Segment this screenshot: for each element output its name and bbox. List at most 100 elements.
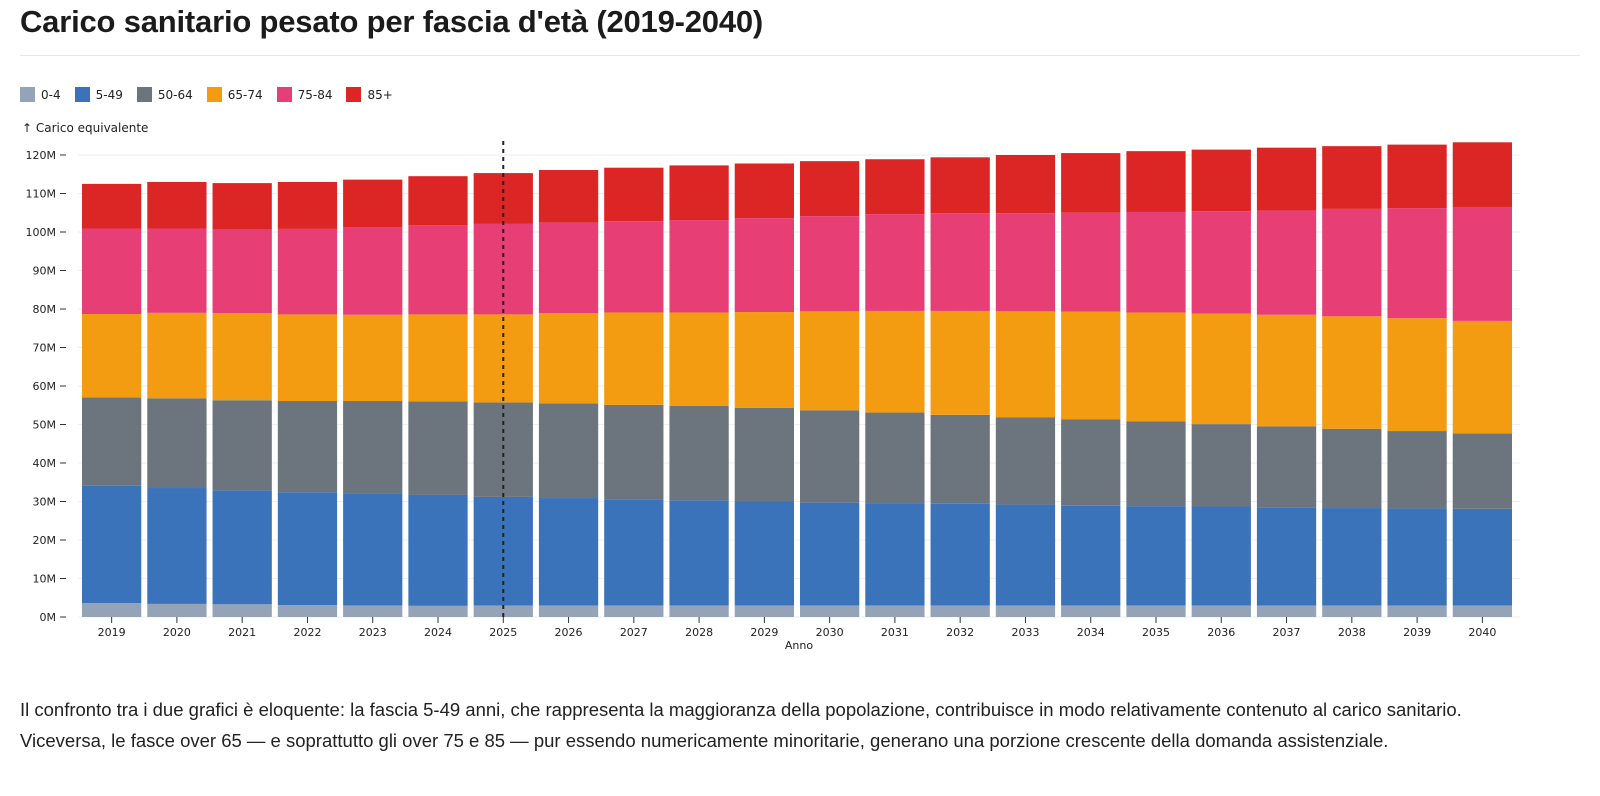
bar-segment-50-64-2032	[930, 414, 990, 504]
bar-segment-85+-2040	[1452, 142, 1512, 207]
bar-segment-5-49-2035	[1126, 506, 1186, 606]
bar-segment-0-4-2021	[212, 604, 272, 617]
bar-segment-5-49-2031	[865, 503, 925, 606]
bar-segment-0-4-2034	[1061, 605, 1121, 617]
legend-swatch	[20, 87, 35, 102]
bar-segment-50-64-2030	[800, 410, 860, 503]
bar-segment-65-74-2028	[669, 312, 729, 407]
bar-segment-0-4-2020	[147, 603, 207, 617]
bar-segment-85+-2029	[734, 163, 794, 219]
x-tick-label: 2028	[685, 626, 713, 639]
bar-segment-85+-2019	[82, 183, 142, 229]
bar-segment-50-64-2037	[1256, 426, 1317, 508]
bar-segment-75-84-2022	[277, 228, 338, 315]
bar-segment-85+-2030	[800, 161, 860, 217]
bar-segment-75-84-2026	[538, 222, 599, 314]
bar-segment-50-64-2035	[1126, 421, 1186, 507]
bar-segment-75-84-2019	[82, 228, 142, 315]
bar-segment-75-84-2038	[1322, 208, 1382, 317]
x-tick-label: 2037	[1273, 626, 1301, 639]
bar-segment-85+-2021	[212, 183, 272, 230]
bar-segment-85+-2033	[995, 155, 1056, 214]
bar-segment-5-49-2033	[995, 504, 1056, 606]
legend-item-65-74: 65-74	[206, 87, 263, 102]
bar-segment-75-84-2031	[865, 214, 925, 311]
x-tick-label: 2023	[359, 626, 387, 639]
description-line-1: Il confronto tra i due grafici è eloquen…	[20, 699, 1462, 720]
x-tick-label: 2040	[1468, 626, 1496, 639]
bar-segment-0-4-2040	[1452, 605, 1512, 617]
bar-segment-65-74-2040	[1452, 320, 1512, 434]
bar-segment-50-64-2025	[473, 402, 533, 497]
bar-segment-65-74-2037	[1256, 314, 1317, 427]
bar-segment-65-74-2031	[865, 310, 925, 413]
legend-label: 0-4	[41, 87, 61, 102]
legend-item-0-4: 0-4	[20, 87, 61, 102]
bar-segment-0-4-2038	[1322, 605, 1382, 617]
bar-segment-75-84-2040	[1452, 206, 1512, 321]
bar-segment-65-74-2027	[604, 312, 664, 405]
bar-segment-0-4-2032	[930, 605, 990, 617]
bar-segment-75-84-2033	[995, 213, 1056, 312]
bar-segment-5-49-2021	[212, 490, 272, 605]
x-tick-label: 2022	[293, 626, 321, 639]
bar-segment-65-74-2038	[1322, 316, 1382, 429]
bar-segment-0-4-2022	[277, 605, 338, 617]
bar-segment-85+-2026	[538, 170, 599, 223]
bar-segment-5-49-2039	[1387, 508, 1447, 606]
bar-segment-0-4-2039	[1387, 605, 1447, 617]
legend-label: 65-74	[227, 87, 263, 102]
bar-segment-5-49-2032	[930, 503, 990, 606]
legend-label: 5-49	[95, 87, 123, 102]
bar-segment-65-74-2026	[538, 313, 599, 404]
bar-segment-65-74-2019	[82, 314, 142, 398]
bar-segment-50-64-2029	[734, 407, 794, 502]
bar-segment-0-4-2036	[1191, 605, 1251, 617]
y-tick-label: 120M	[26, 149, 57, 162]
bar-segment-0-4-2027	[604, 605, 664, 617]
bar-segment-75-84-2028	[669, 220, 729, 313]
bar-segment-75-84-2030	[800, 216, 860, 312]
bar-segment-65-74-2033	[995, 311, 1056, 418]
legend-item-85+: 85+	[346, 87, 393, 102]
bar-segment-50-64-2023	[343, 401, 403, 494]
bar-segment-85+-2031	[865, 159, 925, 215]
x-tick-label: 2032	[946, 626, 974, 639]
bar-segment-85+-2024	[408, 176, 468, 226]
x-tick-label: 2029	[750, 626, 778, 639]
bar-segment-75-84-2024	[408, 225, 468, 315]
bar-segment-0-4-2031	[865, 605, 925, 617]
bar-segment-50-64-2038	[1322, 428, 1382, 509]
bar-segment-5-49-2038	[1322, 508, 1382, 606]
x-tick-label: 2035	[1142, 626, 1170, 639]
x-tick-label: 2019	[98, 626, 126, 639]
bar-segment-50-64-2034	[1061, 419, 1121, 506]
bar-segment-5-49-2036	[1191, 506, 1251, 606]
description: Il confronto tra i due grafici è eloquen…	[20, 694, 1590, 756]
legend-label: 50-64	[157, 87, 193, 102]
bar-segment-85+-2020	[147, 181, 207, 229]
x-tick-label: 2038	[1338, 626, 1366, 639]
bar-segment-65-74-2020	[147, 312, 207, 399]
bar-segment-50-64-2021	[212, 400, 272, 491]
y-tick-label: 30M	[33, 496, 57, 509]
bar-segment-65-74-2034	[1061, 311, 1121, 420]
bar-segment-5-49-2026	[538, 498, 599, 606]
bar-segment-5-49-2019	[82, 485, 142, 604]
bar-segment-5-49-2023	[343, 493, 403, 606]
stacked-bar-chart: ↑ Carico equivalente 0M 10M 20M 30M 40M 50M 60M…	[22, 121, 1520, 652]
bar-segment-85+-2035	[1126, 151, 1186, 212]
bar-segment-5-49-2027	[604, 499, 664, 606]
bar-segment-50-64-2026	[538, 403, 599, 499]
bar-segment-5-49-2024	[408, 494, 468, 606]
bar-segment-85+-2034	[1061, 153, 1121, 213]
bar-segment-75-84-2029	[734, 218, 794, 313]
bar-segment-85+-2022	[277, 181, 338, 229]
x-tick-label: 2034	[1077, 626, 1105, 639]
bar-segment-50-64-2033	[995, 417, 1056, 505]
bar-segment-65-74-2032	[930, 310, 990, 415]
y-tick-label: 10M	[33, 573, 57, 586]
y-tick-label: 100M	[26, 226, 57, 239]
bar-segment-85+-2036	[1191, 149, 1251, 212]
y-tick-label: 70M	[33, 342, 57, 355]
